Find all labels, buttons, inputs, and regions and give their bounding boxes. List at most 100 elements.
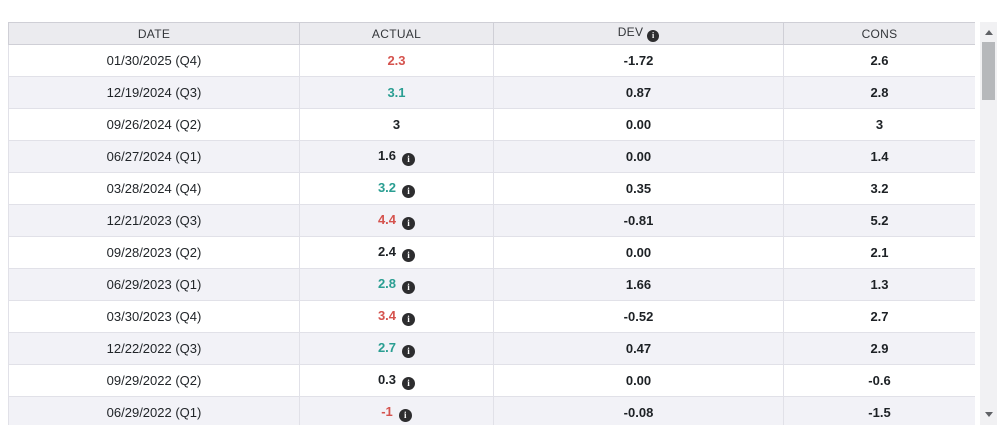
date-cell: 09/26/2024 (Q2)	[8, 108, 300, 141]
scroll-up-button[interactable]	[980, 24, 997, 41]
cons-cell: 1.4	[783, 140, 975, 173]
dev-cell: 0.47	[493, 332, 784, 365]
info-icon[interactable]: i	[398, 409, 412, 422]
actual-value: 3	[392, 116, 401, 132]
dev-cell: 1.66	[493, 268, 784, 301]
info-icon[interactable]: i	[402, 345, 416, 358]
actual-cell: 3.4 i	[299, 300, 494, 333]
data-table: DATE ACTUAL DEV i CONS 01/30/2025 (Q4) 2.3…	[8, 22, 975, 425]
column-header-date-label: DATE	[137, 26, 171, 41]
table-row: 12/21/2023 (Q3) 4.4 i -0.81 5.2	[8, 204, 975, 237]
column-header-date: DATE	[8, 22, 300, 45]
table-row: 09/26/2024 (Q2) 3 0.00 3	[8, 108, 975, 141]
dev-value: -0.08	[623, 404, 654, 420]
actual-value: 2.7	[377, 340, 397, 355]
date-cell: 09/28/2023 (Q2)	[8, 236, 300, 269]
cons-cell: 2.6	[783, 44, 975, 77]
column-header-dev: DEV i	[493, 22, 784, 45]
cons-cell: 1.3	[783, 268, 975, 301]
release-date: 06/29/2022 (Q1)	[106, 404, 202, 420]
info-icon[interactable]: i	[402, 377, 416, 390]
release-date: 12/19/2024 (Q3)	[106, 84, 202, 100]
actual-value: 1.6	[377, 148, 397, 163]
dev-cell: 0.00	[493, 236, 784, 269]
actual-value: 4.4	[377, 212, 397, 227]
column-header-dev-label: DEV	[617, 25, 644, 39]
cons-value: 3.2	[870, 180, 889, 196]
cons-cell: 5.2	[783, 204, 975, 237]
table-row: 03/30/2023 (Q4) 3.4 i -0.52 2.7	[8, 300, 975, 333]
info-icon[interactable]: i	[402, 313, 416, 326]
release-date: 01/30/2025 (Q4)	[106, 52, 202, 68]
actual-value: 2.4	[377, 244, 397, 259]
actual-cell: 2.8 i	[299, 268, 494, 301]
actual-value: 3.4	[377, 308, 397, 323]
dev-value: 0.35	[625, 180, 652, 196]
cons-cell: 2.8	[783, 76, 975, 109]
table-row: 12/22/2022 (Q3) 2.7 i 0.47 2.9	[8, 332, 975, 365]
dev-value: 0.47	[625, 340, 652, 356]
table-body: 01/30/2025 (Q4) 2.3 -1.72 2.6 12/19/2024 (Q3…	[8, 44, 975, 425]
info-icon[interactable]: i	[402, 249, 416, 262]
cons-value: 2.1	[870, 244, 889, 260]
arrow-up-icon	[984, 30, 993, 35]
table-row: 06/29/2023 (Q1) 2.8 i 1.66 1.3	[8, 268, 975, 301]
table-row: 03/28/2024 (Q4) 3.2 i 0.35 3.2	[8, 172, 975, 205]
release-date: 06/29/2023 (Q1)	[106, 276, 202, 292]
actual-value: 3.2	[377, 180, 397, 195]
date-cell: 12/21/2023 (Q3)	[8, 204, 300, 237]
dev-value: -0.81	[623, 212, 654, 228]
info-icon[interactable]: i	[647, 30, 660, 42]
dev-value: 0.00	[625, 116, 652, 132]
column-header-cons: CONS	[783, 22, 975, 45]
scroll-down-button[interactable]	[980, 406, 997, 423]
table-row: 06/27/2024 (Q1) 1.6 i 0.00 1.4	[8, 140, 975, 173]
actual-cell: 3.2 i	[299, 172, 494, 205]
actual-value: -1	[381, 404, 393, 419]
cons-value: -0.6	[868, 372, 891, 388]
date-cell: 01/30/2025 (Q4)	[8, 44, 300, 77]
table-row: 06/29/2022 (Q1) -1 i -0.08 -1.5	[8, 396, 975, 425]
cons-cell: 2.9	[783, 332, 975, 365]
economic-calendar-history-table: DATE ACTUAL DEV i CONS 01/30/2025 (Q4) 2.3…	[8, 22, 975, 425]
actual-cell: 4.4 i	[299, 204, 494, 237]
date-cell: 06/29/2023 (Q1)	[8, 268, 300, 301]
dev-value: 1.66	[625, 276, 652, 292]
table-row: 12/19/2024 (Q3) 3.1 0.87 2.8	[8, 76, 975, 109]
release-date: 09/26/2024 (Q2)	[106, 116, 202, 132]
cons-value: 5.2	[870, 212, 889, 228]
table-header: DATE ACTUAL DEV i CONS	[8, 22, 975, 45]
dev-value: 0.00	[625, 372, 652, 388]
dev-value: 0.87	[625, 84, 652, 100]
cons-value: 2.7	[870, 308, 889, 324]
date-cell: 03/28/2024 (Q4)	[8, 172, 300, 205]
dev-cell: 0.00	[493, 108, 784, 141]
scrollbar-thumb[interactable]	[982, 42, 995, 100]
cons-cell: 3	[783, 108, 975, 141]
dev-cell: -0.52	[493, 300, 784, 333]
info-icon[interactable]: i	[402, 185, 416, 198]
actual-cell: 2.7 i	[299, 332, 494, 365]
info-icon[interactable]: i	[402, 153, 416, 166]
dev-cell: 0.00	[493, 364, 784, 397]
cons-value: 2.9	[870, 340, 889, 356]
release-date: 12/22/2022 (Q3)	[106, 340, 202, 356]
dev-value: 0.00	[625, 244, 652, 260]
cons-cell: -0.6	[783, 364, 975, 397]
column-header-actual-label: ACTUAL	[371, 26, 422, 41]
table-row: 09/29/2022 (Q2) 0.3 i 0.00 -0.6	[8, 364, 975, 397]
dev-value: -0.52	[623, 308, 654, 324]
cons-cell: -1.5	[783, 396, 975, 425]
actual-cell: 3	[299, 108, 494, 141]
table-row: 09/28/2023 (Q2) 2.4 i 0.00 2.1	[8, 236, 975, 269]
release-date: 06/27/2024 (Q1)	[106, 148, 202, 164]
vertical-scrollbar[interactable]	[980, 22, 997, 425]
dev-cell: 0.00	[493, 140, 784, 173]
cons-value: 3	[875, 116, 884, 132]
info-icon[interactable]: i	[402, 281, 416, 294]
actual-cell: 0.3 i	[299, 364, 494, 397]
date-cell: 12/22/2022 (Q3)	[8, 332, 300, 365]
info-icon[interactable]: i	[402, 217, 416, 230]
table-row: 01/30/2025 (Q4) 2.3 -1.72 2.6	[8, 44, 975, 77]
cons-value: -1.5	[868, 404, 891, 420]
